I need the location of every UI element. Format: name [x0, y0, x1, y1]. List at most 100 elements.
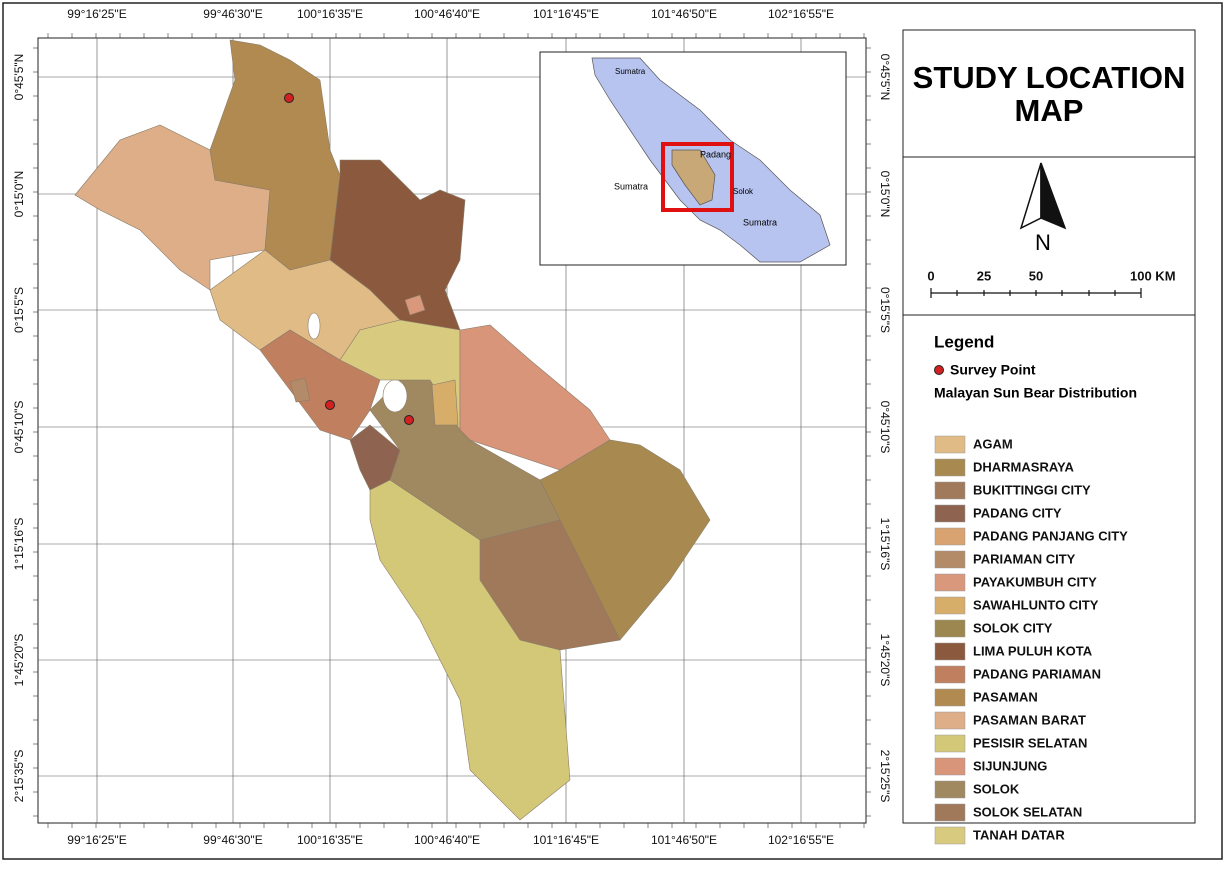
legend-entry: SOLOK [973, 781, 1020, 796]
coord-label: 0°45'10"S [878, 401, 892, 454]
scale-label: 0 [927, 268, 934, 283]
coord-label: 0°45'5"N [878, 54, 892, 101]
legend-entry: PADANG PANJANG CITY [973, 528, 1128, 543]
north-label: N [1035, 230, 1051, 255]
inset-map: Sumatra Sumatra Padang Solok Sumatra [539, 51, 847, 266]
region [431, 379, 459, 426]
legend-swatch [934, 596, 966, 615]
coord-label: 2°15'35"S [12, 750, 26, 803]
legend-title: Legend [934, 332, 994, 351]
legend-entry: AGAM [973, 436, 1013, 451]
map-title: MAP [1015, 93, 1084, 128]
inset-label: Sumatra [743, 217, 777, 227]
coord-label: 0°15'0"N [12, 171, 26, 218]
inset-label: Solok [733, 187, 754, 196]
coord-label: 1°45'20"S [878, 634, 892, 687]
legend-swatch [934, 573, 966, 592]
legend-entry: SAWAHLUNTO CITY [973, 597, 1099, 612]
scale-label: 100 KM [1130, 268, 1176, 283]
legend-symbol [934, 365, 944, 375]
regions [74, 39, 711, 821]
legend-entry: SOLOK CITY [973, 620, 1053, 635]
legend-entry: PESISIR SELATAN [973, 735, 1087, 750]
region [209, 39, 341, 271]
coord-label: 2°15'25"S [878, 750, 892, 803]
coord-label: 99°46'30"E [203, 7, 262, 21]
legend-subtitle: Malayan Sun Bear Distribution [934, 385, 1137, 401]
coord-label: 0°15'0"N [878, 171, 892, 218]
legend-swatch [934, 757, 966, 776]
legend-entry: DHARMASRAYA [973, 459, 1075, 474]
coord-label: 99°16'25"E [67, 833, 126, 847]
coord-label: 100°16'35"E [297, 7, 363, 21]
coord-label: 0°45'10"S [12, 401, 26, 454]
legend-swatch [934, 458, 966, 477]
region [404, 294, 426, 316]
legend-entry: Survey Point [950, 362, 1036, 378]
coord-label: 100°46'40"E [414, 7, 480, 21]
inset-label: Sumatra [615, 67, 646, 76]
scale-label: 50 [1029, 268, 1043, 283]
scale-bar [930, 288, 1142, 298]
legend-entry: PADANG PARIAMAN [973, 666, 1101, 681]
legend-entry: PASAMAN [973, 689, 1038, 704]
inset-label: Sumatra [614, 181, 648, 191]
survey-point [284, 93, 294, 103]
graticule: 99°16'25"E 99°16'25"E 99°46'30"E 99°46'30"E… [12, 7, 892, 847]
north-arrow [1040, 162, 1067, 230]
legend-swatch [934, 619, 966, 638]
inset-island [591, 57, 831, 263]
lake [307, 312, 321, 340]
coord-label: 0°45'5"N [12, 54, 26, 101]
region [369, 479, 571, 821]
inset-highlight [661, 142, 734, 212]
legend-entry: PADANG CITY [973, 505, 1062, 520]
coord-label: 101°46'50"E [651, 833, 717, 847]
region [289, 377, 311, 403]
legend-swatch [934, 826, 966, 845]
coord-label: 1°15'16"S [878, 518, 892, 571]
legend-swatch [934, 803, 966, 822]
legend-swatch [934, 435, 966, 454]
legend-swatch [934, 688, 966, 707]
survey-point [404, 415, 414, 425]
coord-label: 102°16'55"E [768, 7, 834, 21]
coord-label: 99°16'25"E [67, 7, 126, 21]
legend-entry: PARIAMAN CITY [973, 551, 1076, 566]
legend-swatch [934, 481, 966, 500]
coord-label: 101°46'50"E [651, 7, 717, 21]
coord-label: 101°16'45"E [533, 7, 599, 21]
scale-label: 25 [977, 268, 991, 283]
coord-label: 0°15'5"S [878, 287, 892, 333]
legend-swatch [934, 642, 966, 661]
legend-swatch [934, 527, 966, 546]
legend-entry: PAYAKUMBUH CITY [973, 574, 1097, 589]
coord-label: 0°15'5"S [12, 287, 26, 333]
coord-label: 102°16'55"E [768, 833, 834, 847]
coord-label: 99°46'30"E [203, 833, 262, 847]
legend-entry: PASAMAN BARAT [973, 712, 1086, 727]
legend-entry: SIJUNJUNG [973, 758, 1047, 773]
legend-entry: BUKITTINGGI CITY [973, 482, 1091, 497]
survey-point [325, 400, 335, 410]
coord-label: 101°16'45"E [533, 833, 599, 847]
legend-swatch [934, 711, 966, 730]
legend-entry: LIMA PULUH KOTA [973, 643, 1093, 658]
legend-swatch [934, 780, 966, 799]
legend-swatch [934, 504, 966, 523]
coord-label: 1°45'20"S [12, 634, 26, 687]
coord-label: 100°16'35"E [297, 833, 363, 847]
legend-swatch [934, 550, 966, 569]
lake [382, 379, 408, 413]
legend-entry: SOLOK SELATAN [973, 804, 1082, 819]
map-title: STUDY LOCATION [913, 60, 1186, 95]
inset-label: Padang [700, 149, 731, 159]
coord-label: 100°46'40"E [414, 833, 480, 847]
legend-swatch [934, 734, 966, 753]
legend-items: AGAM DHARMASRAYA BUKITTINGGI CITY PADANG CI… [934, 435, 1128, 845]
inset-study-area [671, 149, 716, 206]
legend-swatch [934, 665, 966, 684]
